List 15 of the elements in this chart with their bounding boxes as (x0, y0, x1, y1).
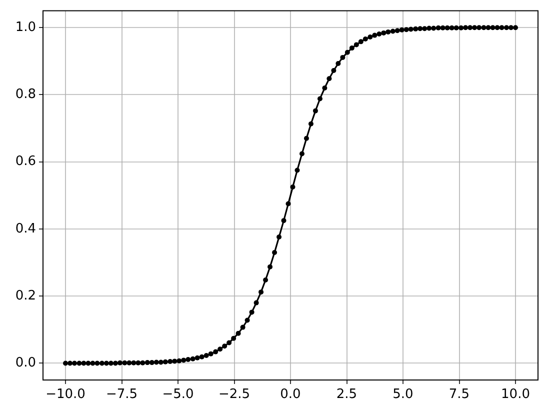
x-tick-label: 2.5 (336, 387, 358, 402)
x-tick-label: 0.0 (280, 387, 301, 402)
x-tick-label: 10.0 (501, 387, 530, 402)
y-tick-label: 1.0 (15, 20, 36, 35)
x-tick-label: 7.5 (448, 387, 470, 402)
y-tick-label: 0.8 (15, 87, 36, 102)
x-tick-label: −2.5 (218, 387, 250, 402)
y-tick-label: 0.0 (15, 356, 36, 371)
y-tick-label: 0.4 (15, 221, 36, 236)
x-tick-label: −7.5 (106, 387, 138, 402)
x-tick-label: −10.0 (46, 387, 86, 402)
y-tick-label: 0.2 (15, 288, 36, 304)
x-tick-label: −5.0 (162, 387, 194, 402)
y-tick-label: 0.6 (15, 154, 36, 170)
x-tick-label: 5.0 (392, 387, 414, 402)
